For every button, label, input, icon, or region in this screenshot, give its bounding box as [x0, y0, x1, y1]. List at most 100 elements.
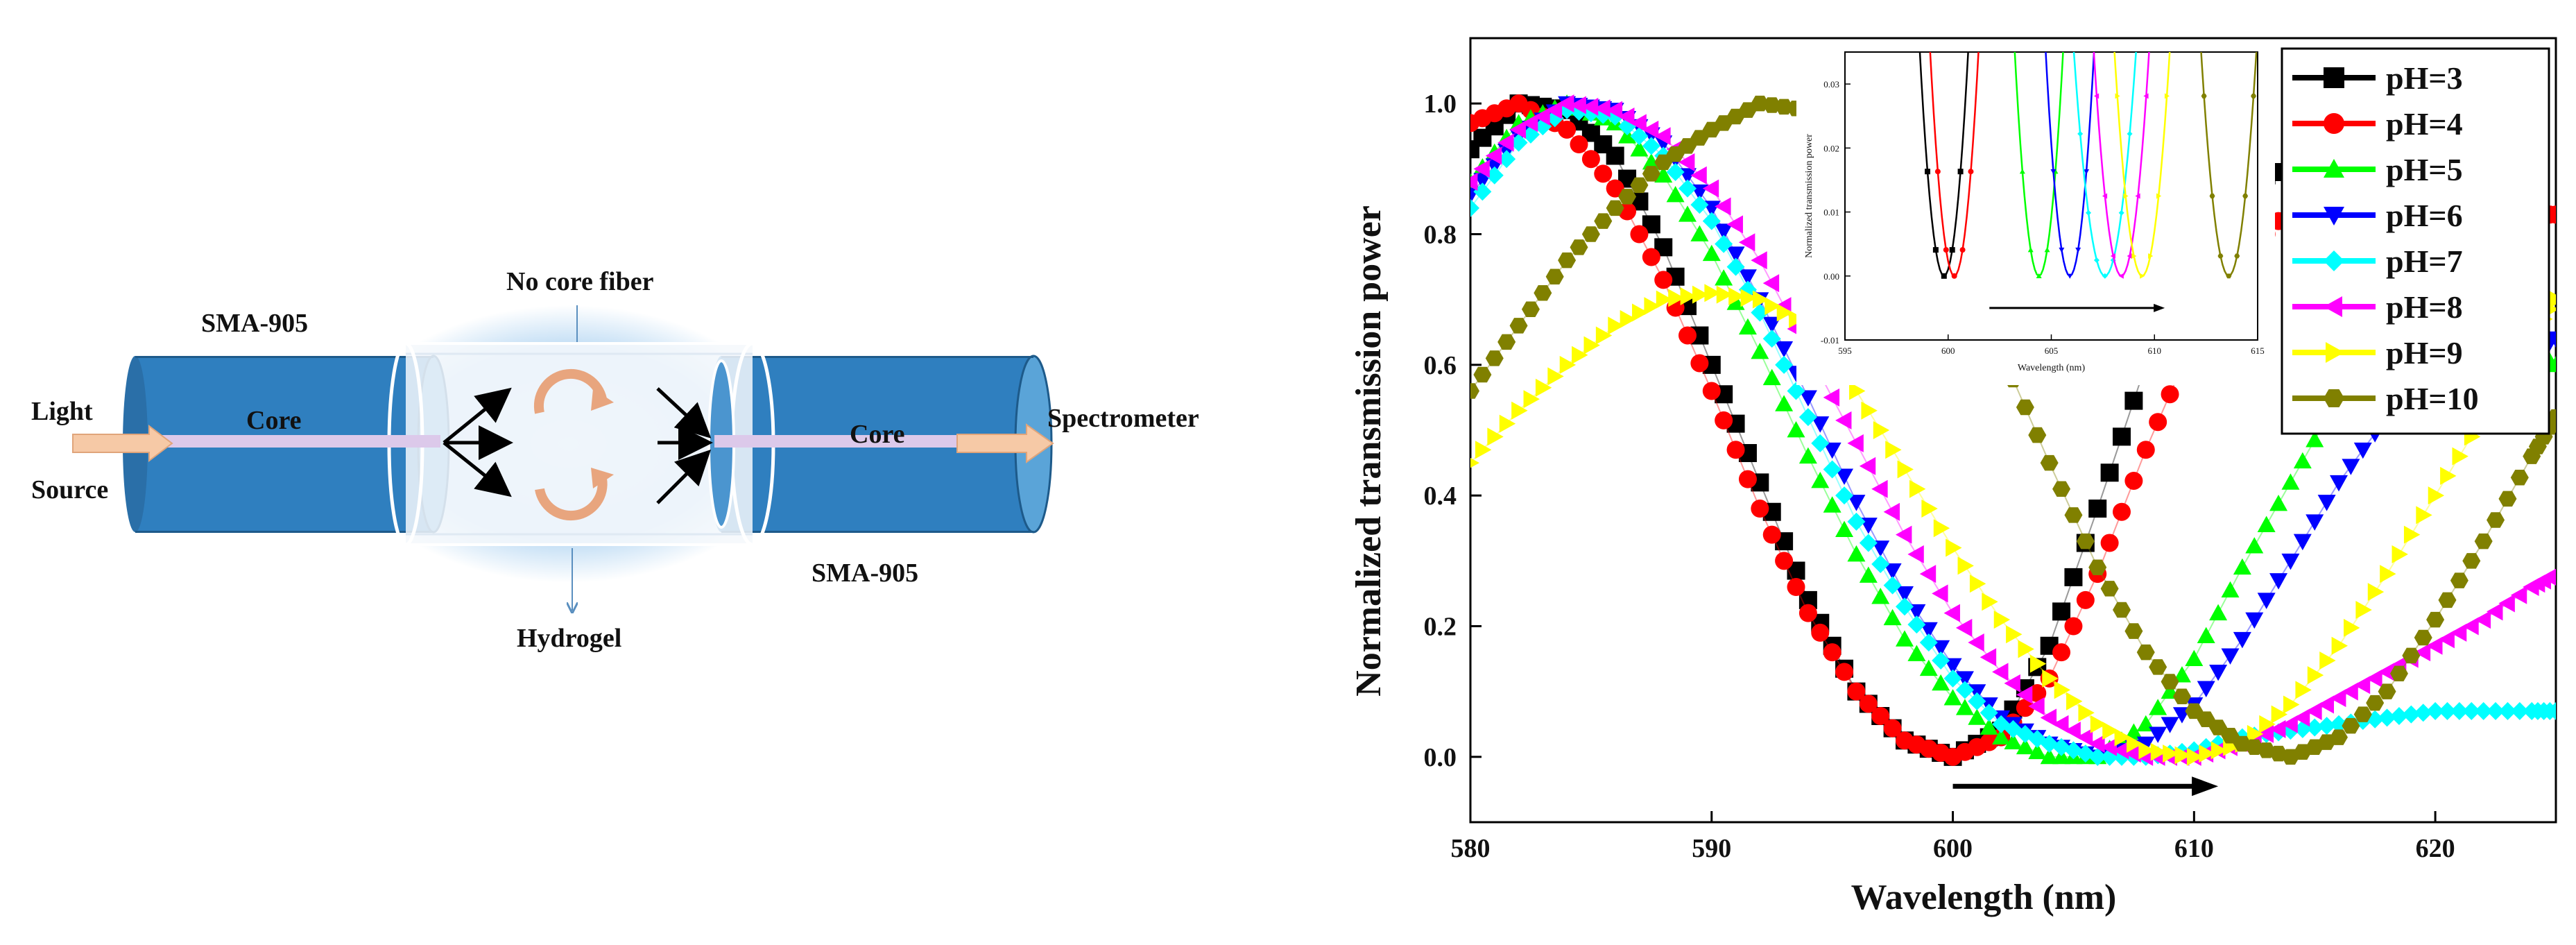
data-point — [2052, 643, 2071, 662]
inset-point — [2123, 193, 2129, 199]
data-point — [1919, 565, 1937, 584]
data-point — [2305, 514, 2324, 531]
data-point — [1943, 689, 1962, 706]
data-point — [2487, 701, 2505, 720]
data-point — [1473, 173, 1492, 189]
data-point — [1955, 618, 1973, 637]
inset-frame — [1844, 51, 2258, 341]
inset-point — [2140, 273, 2145, 279]
inset-point — [1943, 247, 1949, 253]
inset-point — [2242, 194, 2249, 198]
data-point — [2064, 568, 2083, 586]
data-point — [1921, 500, 1938, 518]
data-point — [2305, 701, 2322, 720]
data-point — [2378, 683, 2396, 699]
data-point — [2426, 636, 2443, 655]
data-point — [1751, 500, 1769, 518]
inset-point — [2156, 193, 2162, 199]
data-point — [2149, 726, 2167, 743]
data-point — [1775, 552, 1794, 570]
data-point — [2210, 741, 2228, 760]
data-point — [1726, 441, 1745, 459]
data-point — [2197, 711, 2215, 727]
data-point — [1702, 179, 1719, 198]
legend-marker — [2324, 389, 2344, 407]
data-point — [2052, 715, 2069, 733]
inset-point — [2036, 273, 2042, 278]
data-point — [1473, 160, 1490, 178]
data-point — [2102, 722, 2119, 740]
data-point — [2414, 643, 2431, 662]
data-point — [1787, 578, 1805, 596]
data-point — [1907, 545, 1924, 563]
data-point — [1871, 540, 1890, 557]
data-point — [1630, 127, 1649, 146]
data-point — [1943, 604, 1960, 622]
data-point — [1762, 368, 1781, 386]
inset-point — [2067, 273, 2073, 279]
data-point — [2330, 715, 2348, 733]
data-point — [2269, 573, 2288, 590]
data-point — [1968, 633, 1984, 652]
data-point — [2414, 629, 2432, 646]
data-point — [2113, 741, 2129, 760]
y-tick-label: 0.0 — [1424, 743, 1457, 772]
data-point — [2197, 681, 2215, 697]
data-point — [1654, 166, 1673, 183]
data-point — [1849, 382, 1866, 400]
data-point — [1656, 290, 1673, 309]
data-point — [1823, 442, 1841, 459]
data-point — [1823, 460, 1841, 479]
data-point — [2042, 669, 2059, 688]
data-point — [1896, 525, 1912, 544]
data-point — [1847, 545, 1866, 562]
data-point — [1775, 341, 1794, 358]
data-point — [1485, 350, 1504, 366]
data-point — [1943, 669, 1962, 688]
data-point — [1932, 674, 1950, 691]
data-point — [1980, 648, 1997, 667]
data-point — [2548, 290, 2556, 309]
transmission-chart: 580 590 600 610 620 0.0 0.2 0.4 0.6 0.8 1.0 595 600… — [1349, 37, 2557, 917]
data-point — [2305, 431, 2324, 448]
sma-top-label: SMA-905 — [201, 309, 308, 338]
legend-marker — [2326, 342, 2344, 363]
data-point — [1470, 383, 1479, 399]
data-point — [1558, 94, 1574, 113]
legend-marker — [2324, 113, 2344, 134]
data-point — [2209, 604, 2228, 621]
data-point — [1666, 163, 1685, 182]
data-point — [1583, 336, 1600, 355]
data-point — [2392, 545, 2408, 563]
data-point — [1678, 179, 1697, 198]
data-point — [1738, 470, 1757, 488]
y-tick-label: 0.6 — [1424, 351, 1457, 380]
inset-x-tick-label: 610 — [2148, 346, 2162, 356]
data-point — [1678, 138, 1697, 154]
legend-marker — [2324, 250, 2344, 271]
data-point — [1883, 719, 1902, 738]
inset-y-tick-label: 0.01 — [1823, 207, 1839, 218]
data-point — [1907, 604, 1926, 621]
legend-label: pH=7 — [2386, 244, 2463, 279]
data-point — [1654, 271, 1673, 289]
legend-marker — [2324, 159, 2344, 178]
data-point — [2016, 686, 2033, 704]
data-point — [2366, 710, 2385, 729]
data-point — [1728, 287, 1745, 305]
data-point — [1632, 303, 1649, 322]
data-point — [1919, 622, 1938, 639]
data-point — [1497, 150, 1516, 169]
data-point — [2149, 659, 2167, 675]
data-point — [1798, 604, 1817, 622]
core-left-label: Core — [246, 406, 302, 435]
data-point — [2547, 331, 2556, 348]
data-point — [1702, 121, 1721, 138]
sma-bottom-label: SMA-905 — [812, 559, 918, 588]
inset-arrow-head — [2154, 303, 2165, 312]
data-point — [2259, 715, 2276, 733]
data-point — [1511, 401, 1528, 420]
data-point — [1594, 213, 1613, 229]
data-point — [1740, 289, 1757, 307]
data-point — [1630, 225, 1649, 244]
